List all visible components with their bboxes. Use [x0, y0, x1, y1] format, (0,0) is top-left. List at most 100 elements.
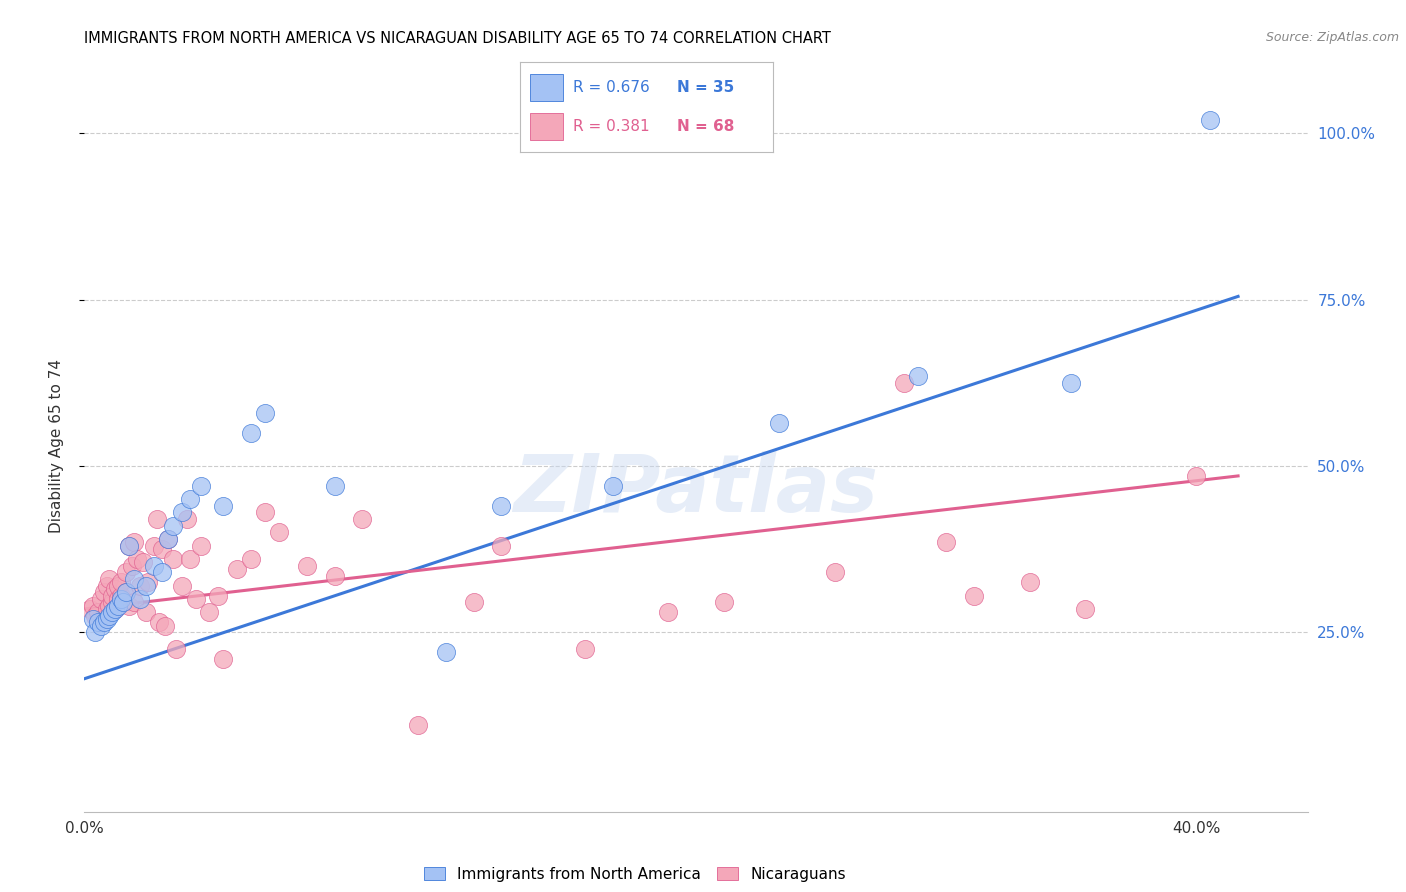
Point: [132, 555, 155, 569]
Point: [101, 595, 124, 609]
Point: [165, 641, 187, 656]
Point: [184, 591, 207, 606]
Point: [179, 552, 201, 566]
Point: [82, 599, 104, 613]
Point: [254, 506, 277, 520]
Point: [713, 595, 735, 609]
Point: [118, 599, 141, 613]
Point: [121, 558, 143, 573]
Point: [179, 492, 201, 507]
Point: [104, 602, 127, 616]
Point: [118, 539, 141, 553]
Point: [110, 575, 132, 590]
Point: [602, 479, 624, 493]
Point: [190, 539, 212, 553]
Point: [145, 512, 167, 526]
FancyBboxPatch shape: [530, 113, 564, 140]
Point: [87, 605, 110, 619]
Point: [574, 641, 596, 656]
Point: [1018, 575, 1040, 590]
Text: R = 0.676: R = 0.676: [574, 80, 650, 95]
Point: [170, 579, 193, 593]
Point: [84, 608, 107, 623]
Point: [434, 645, 457, 659]
Text: N = 35: N = 35: [678, 80, 734, 95]
Point: [79, 602, 101, 616]
Point: [226, 562, 249, 576]
Point: [98, 608, 121, 623]
Point: [212, 499, 235, 513]
Point: [463, 595, 485, 609]
Legend: Immigrants from North America, Nicaraguans: Immigrants from North America, Nicaragua…: [418, 861, 852, 888]
Text: Source: ZipAtlas.com: Source: ZipAtlas.com: [1265, 31, 1399, 45]
Point: [124, 572, 146, 586]
Point: [112, 595, 135, 609]
FancyBboxPatch shape: [530, 74, 564, 101]
Point: [153, 618, 176, 632]
Point: [90, 618, 112, 632]
Point: [104, 582, 127, 596]
Point: [1185, 469, 1208, 483]
Point: [112, 595, 135, 609]
Point: [124, 535, 146, 549]
Point: [96, 612, 118, 626]
Text: N = 68: N = 68: [678, 120, 734, 134]
Point: [267, 525, 290, 540]
Point: [129, 591, 152, 606]
Point: [115, 585, 138, 599]
Point: [148, 615, 170, 630]
Point: [190, 479, 212, 493]
Point: [110, 591, 132, 606]
Point: [107, 579, 129, 593]
Point: [150, 566, 173, 580]
Point: [935, 535, 957, 549]
Point: [212, 652, 235, 666]
Point: [142, 558, 165, 573]
Point: [207, 589, 229, 603]
Point: [240, 552, 263, 566]
Point: [254, 406, 277, 420]
Point: [115, 585, 138, 599]
Point: [93, 615, 115, 630]
Point: [110, 589, 132, 603]
Point: [82, 612, 104, 626]
Point: [107, 599, 129, 613]
Point: [124, 595, 146, 609]
Point: [240, 425, 263, 440]
Text: IMMIGRANTS FROM NORTH AMERICA VS NICARAGUAN DISABILITY AGE 65 TO 74 CORRELATION : IMMIGRANTS FROM NORTH AMERICA VS NICARAG…: [84, 31, 831, 46]
Point: [101, 589, 124, 603]
Point: [135, 605, 157, 619]
Point: [115, 566, 138, 580]
Point: [491, 499, 513, 513]
Point: [107, 591, 129, 606]
Point: [176, 512, 198, 526]
Point: [150, 542, 173, 557]
Point: [1074, 602, 1097, 616]
Point: [127, 552, 149, 566]
Y-axis label: Disability Age 65 to 74: Disability Age 65 to 74: [49, 359, 63, 533]
Point: [323, 568, 346, 582]
Point: [87, 615, 110, 630]
Point: [198, 605, 221, 619]
Point: [1199, 113, 1222, 128]
Point: [768, 416, 790, 430]
Point: [156, 532, 179, 546]
Text: R = 0.381: R = 0.381: [574, 120, 650, 134]
Text: ZIPatlas: ZIPatlas: [513, 450, 879, 529]
Point: [118, 539, 141, 553]
Point: [907, 369, 929, 384]
Point: [84, 625, 107, 640]
Point: [142, 539, 165, 553]
Point: [90, 591, 112, 606]
Point: [352, 512, 374, 526]
Point: [162, 518, 184, 533]
Point: [824, 566, 846, 580]
Point: [1060, 376, 1083, 390]
Point: [170, 506, 193, 520]
Point: [98, 572, 121, 586]
Point: [129, 579, 152, 593]
Point: [93, 585, 115, 599]
Point: [406, 718, 429, 732]
Point: [491, 539, 513, 553]
Point: [101, 605, 124, 619]
